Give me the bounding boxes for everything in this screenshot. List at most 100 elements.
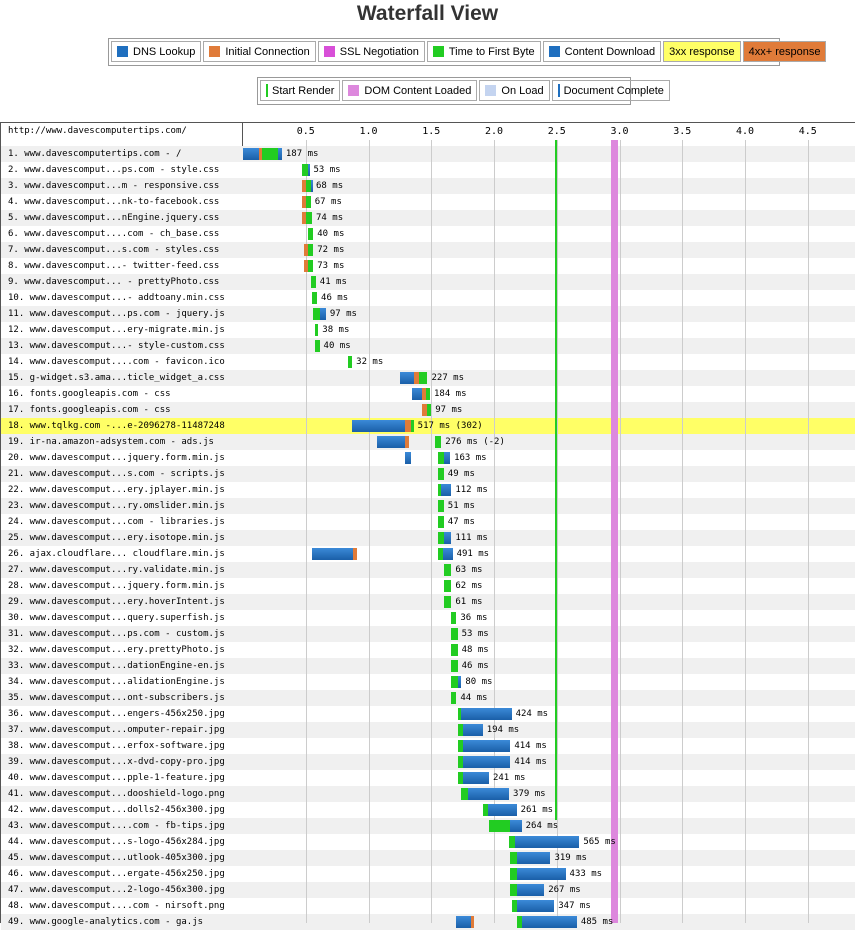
conn-bar (301, 212, 306, 224)
table-row (1, 626, 855, 642)
request-legend: DNS Lookup Initial Connection SSL Negotiat… (108, 38, 827, 66)
table-row (1, 530, 855, 546)
conn-bar (471, 916, 474, 928)
ttfb-bar (510, 868, 517, 880)
dl-bar (462, 724, 483, 736)
x-tick-label: 2.0 (484, 126, 504, 137)
duration-label: 424 ms (515, 709, 549, 719)
dns-bar (312, 548, 354, 560)
request-label: 10. www.davescomput...- addtoany.min.css (8, 293, 225, 303)
duration-label: 433 ms (569, 869, 603, 879)
conn-bar (301, 196, 306, 208)
table-row (1, 162, 855, 178)
conn-bar (404, 420, 412, 432)
table-row (1, 690, 855, 706)
legend-item: Time to First Byte (426, 41, 541, 62)
dl-bar (467, 788, 510, 800)
dl-bar (310, 180, 313, 192)
ttfb-bar (457, 756, 463, 768)
dl-bar (487, 804, 517, 816)
legend-label: Time to First Byte (448, 45, 535, 58)
ttfb-bar (451, 692, 457, 704)
table-row (1, 434, 855, 450)
request-label: 42. www.davescomput...dolls2-456x300.jpg (8, 805, 225, 815)
request-label: 44. www.davescomput...s-logo-456x284.jpg (8, 837, 225, 847)
table-row (1, 418, 855, 434)
table-row (1, 754, 855, 770)
ttfb-bar (348, 356, 353, 368)
marker-line-icon (557, 84, 560, 97)
duration-label: 72 ms (317, 245, 345, 255)
table-row (1, 850, 855, 866)
ttfb-bar (451, 660, 458, 672)
legend-swatch-icon (209, 46, 221, 57)
request-label: 33. www.davescomput...dationEngine-en.js (8, 661, 225, 671)
request-label: 48. www.davescomput....com - nirsoft.png (8, 901, 225, 911)
duration-label: 68 ms (316, 181, 344, 191)
table-row (1, 706, 855, 722)
dl-bar (442, 548, 453, 560)
dl-bar (515, 836, 580, 848)
duration-label: 49 ms (447, 469, 475, 479)
dl-bar (443, 532, 452, 544)
request-label: 36. www.davescomput...engers-456x250.jpg (8, 709, 225, 719)
legend-item: Content Download (542, 41, 662, 62)
x-tick-label: 4.5 (798, 126, 817, 137)
legend-swatch-icon (548, 46, 560, 57)
table-row (1, 866, 855, 882)
request-label: 49. www.google-analytics.com - ga.js (8, 917, 204, 927)
ttfb-bar (305, 180, 311, 192)
duration-label: 62 ms (455, 581, 483, 591)
ttfb-bar (411, 420, 414, 432)
duration-label: 80 ms (465, 677, 493, 687)
ttfb-bar (509, 836, 516, 848)
table-row (1, 578, 855, 594)
marker-item: Start Render (260, 80, 341, 101)
request-label: 37. www.davescomput...omputer-repair.jpg (8, 725, 225, 735)
table-row (1, 466, 855, 482)
request-label: 21. www.davescomput...s.com - scripts.js (8, 469, 225, 479)
dns-bar (412, 388, 423, 400)
request-label: 20. www.davescomput...jquery.form.min.js (8, 453, 225, 463)
legend-label: 4xx+ response (748, 45, 821, 58)
legend-item: SSL Negotiation (317, 41, 425, 62)
duration-label: 565 ms (583, 837, 616, 847)
table-row (1, 146, 855, 162)
marker-legend: Start Render DOM Content Loaded On Load Doc… (257, 77, 670, 105)
duration-label: 40 ms (317, 229, 345, 239)
table-row (1, 834, 855, 850)
request-label: 8. www.davescomput...- twitter-feed.css (8, 261, 220, 271)
request-label: 17. fonts.googleapis.com - css (8, 405, 171, 415)
duration-label: 51 ms (447, 501, 475, 511)
request-label: 23. www.davescomput...ry.omslider.min.js (8, 501, 225, 511)
duration-label: 267 ms (548, 885, 581, 895)
ttfb-bar (437, 452, 444, 464)
x-tick-label: 1.0 (359, 126, 378, 137)
ttfb-bar (461, 788, 468, 800)
marker-line-icon (266, 84, 268, 97)
ttfb-bar (451, 612, 457, 624)
legend-label: Content Download (564, 45, 656, 58)
request-label: 6. www.davescomput....com - ch_base.css (8, 229, 220, 239)
table-row (1, 738, 855, 754)
table-row (1, 498, 855, 514)
page-url: http://www.davescomputertips.com/ (8, 126, 187, 136)
duration-label: 32 ms (356, 357, 384, 367)
dl-bar (278, 148, 282, 160)
request-label: 4. www.davescomput...nk-to-facebook.css (8, 197, 220, 207)
dns-bar (456, 916, 472, 928)
duration-label: 111 ms (455, 533, 488, 543)
duration-label: 46 ms (321, 293, 349, 303)
duration-label: 163 ms (454, 453, 487, 463)
table-row (1, 786, 855, 802)
duration-label: 485 ms (580, 917, 614, 927)
table-row (1, 194, 855, 210)
request-label: 3. www.davescomput...m - responsive.css (8, 181, 220, 191)
ttfb-bar (305, 196, 311, 208)
table-row (1, 562, 855, 578)
ttfb-bar (418, 372, 428, 384)
x-tick-label: 3.0 (610, 126, 629, 137)
grid-line (682, 140, 684, 923)
conn-bar (413, 372, 419, 384)
ttfb-bar (437, 532, 444, 544)
